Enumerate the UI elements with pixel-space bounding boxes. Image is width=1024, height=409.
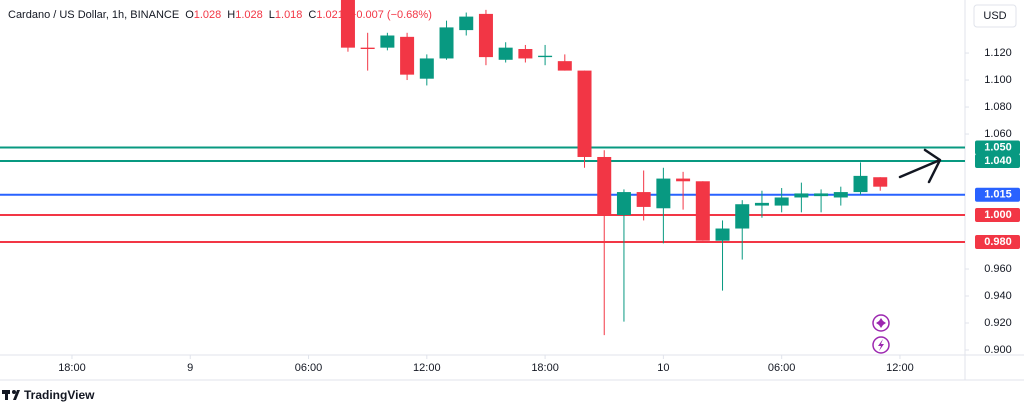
candle-body — [695, 181, 710, 241]
candle-body — [754, 202, 769, 206]
arrow-drawing — [898, 148, 942, 184]
header-item: 1.021 — [316, 9, 344, 21]
candle-body — [735, 204, 750, 229]
candle-body — [518, 48, 533, 59]
brand: TradingView — [24, 388, 95, 402]
level-label-box — [975, 208, 1020, 223]
candle-body — [380, 35, 395, 48]
header: Cardano / US Dollar, 1h, BINANCE O1.028 H1… — [8, 9, 432, 21]
header-item: −0.007 (−0.68%) — [350, 9, 432, 21]
level-label-box — [975, 235, 1020, 250]
candle-body — [577, 70, 592, 157]
candle-body — [557, 61, 572, 71]
candle-body — [636, 192, 651, 207]
candle-body — [853, 175, 868, 193]
header-item: Cardano / US Dollar, 1h, BINANCE — [8, 9, 179, 21]
level-label-box — [975, 187, 1020, 202]
x-tick-label: 18:00 — [531, 362, 559, 374]
x-tick-label: 06:00 — [295, 362, 323, 374]
header-item: L — [269, 9, 275, 21]
candle-body — [873, 177, 888, 187]
candle-body — [498, 47, 513, 60]
x-tick-label: 12:00 — [886, 362, 914, 374]
y-tick-label: 1.080 — [984, 101, 1012, 113]
header-item: 1.028 — [194, 9, 222, 21]
y-tick-label: 0.940 — [984, 290, 1012, 302]
event-icon-glyph — [878, 339, 884, 351]
header-item: O — [185, 9, 194, 21]
candle-body — [360, 47, 375, 49]
y-tick-label: 1.120 — [984, 47, 1012, 59]
candle-body — [676, 178, 691, 182]
level-label: 1.000 — [984, 209, 1012, 221]
candle-body — [715, 228, 730, 241]
currency: USD — [983, 10, 1006, 22]
candle-body — [597, 156, 612, 216]
candle-body — [478, 13, 493, 58]
candle-body — [656, 178, 671, 209]
x-tick-label: 10 — [657, 362, 669, 374]
candle-body — [538, 55, 553, 58]
candle-body — [794, 193, 809, 198]
x-tick-label: 06:00 — [768, 362, 796, 374]
candle-body — [616, 192, 631, 216]
candle-body — [340, 0, 355, 48]
y-tick-label: 0.960 — [984, 263, 1012, 275]
candle-body — [459, 16, 474, 31]
level-label-box — [975, 140, 1020, 155]
header-item: C — [308, 9, 316, 21]
level-label: 1.015 — [984, 189, 1012, 201]
header-item: H — [227, 9, 235, 21]
level-label: 0.980 — [984, 236, 1012, 248]
x-tick-label: 18:00 — [58, 362, 86, 374]
candle-body — [419, 58, 434, 79]
candle-body — [774, 197, 789, 206]
candle-body — [833, 192, 848, 198]
y-tick-label: 1.060 — [984, 128, 1012, 140]
level-label: 1.050 — [984, 141, 1012, 153]
header-item: 1.028 — [235, 9, 263, 21]
candle-body — [400, 36, 415, 75]
brand-logo — [2, 390, 20, 400]
candle-body — [439, 27, 454, 59]
event-icon[interactable] — [872, 336, 890, 354]
currency-button[interactable] — [973, 4, 1017, 28]
level-label-box — [975, 154, 1020, 169]
x-tick-label: 12:00 — [413, 362, 441, 374]
event-icon-glyph — [876, 318, 886, 328]
header-item: 1.018 — [275, 9, 303, 21]
candle-body — [814, 193, 829, 197]
level-label: 1.040 — [984, 155, 1012, 167]
y-tick-label: 1.100 — [984, 74, 1012, 86]
event-icon[interactable] — [872, 314, 890, 332]
plot-area — [0, 0, 965, 336]
y-tick-label: 0.900 — [984, 344, 1012, 356]
y-tick-label: 0.920 — [984, 317, 1012, 329]
x-tick-label: 9 — [187, 362, 193, 374]
